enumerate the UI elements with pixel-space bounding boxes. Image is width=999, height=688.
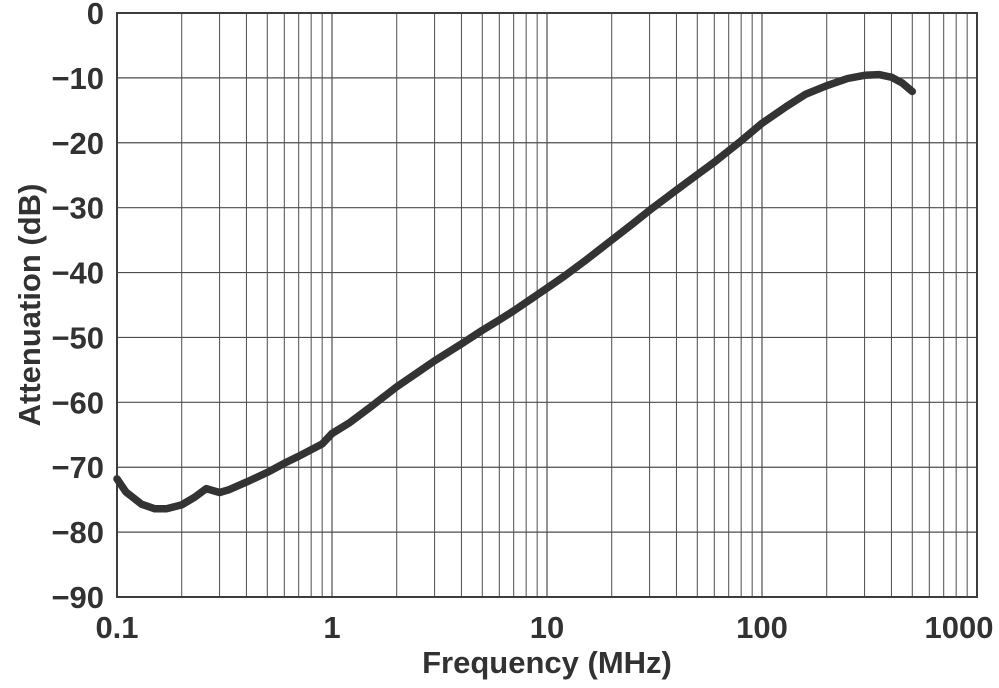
y-tick-label: −10 (51, 61, 104, 96)
plot-frame (116, 12, 978, 598)
y-tick-label: −80 (51, 515, 104, 550)
y-tick-label: −20 (51, 126, 104, 161)
y-tick-label: −30 (51, 191, 104, 226)
y-axis-tick-labels: 0 −10 −20 −30 −40 −50 −60 −70 −80 −90 (51, 0, 104, 615)
x-tick-label: 100 (736, 610, 788, 645)
y-tick-label: −50 (51, 320, 104, 355)
y-tick-label: −70 (51, 450, 104, 485)
y-tick-label: 0 (87, 0, 104, 31)
x-axis-tick-labels: 0.1 1 10 100 1000 (95, 610, 993, 645)
x-tick-label: 0.1 (95, 610, 138, 645)
y-tick-label: −40 (51, 256, 104, 291)
x-tick-label: 1 (323, 610, 340, 645)
minor-grid-lines (181, 13, 968, 597)
x-tick-label: 1000 (925, 610, 994, 645)
y-tick-label: −60 (51, 385, 104, 420)
attenuation-curve (113, 70, 917, 513)
x-tick-label: 10 (530, 610, 564, 645)
y-axis-title: Attenuation (dB) (12, 184, 47, 427)
y-tick-label: −90 (51, 580, 104, 615)
x-axis-title: Frequency (MHz) (422, 645, 672, 680)
